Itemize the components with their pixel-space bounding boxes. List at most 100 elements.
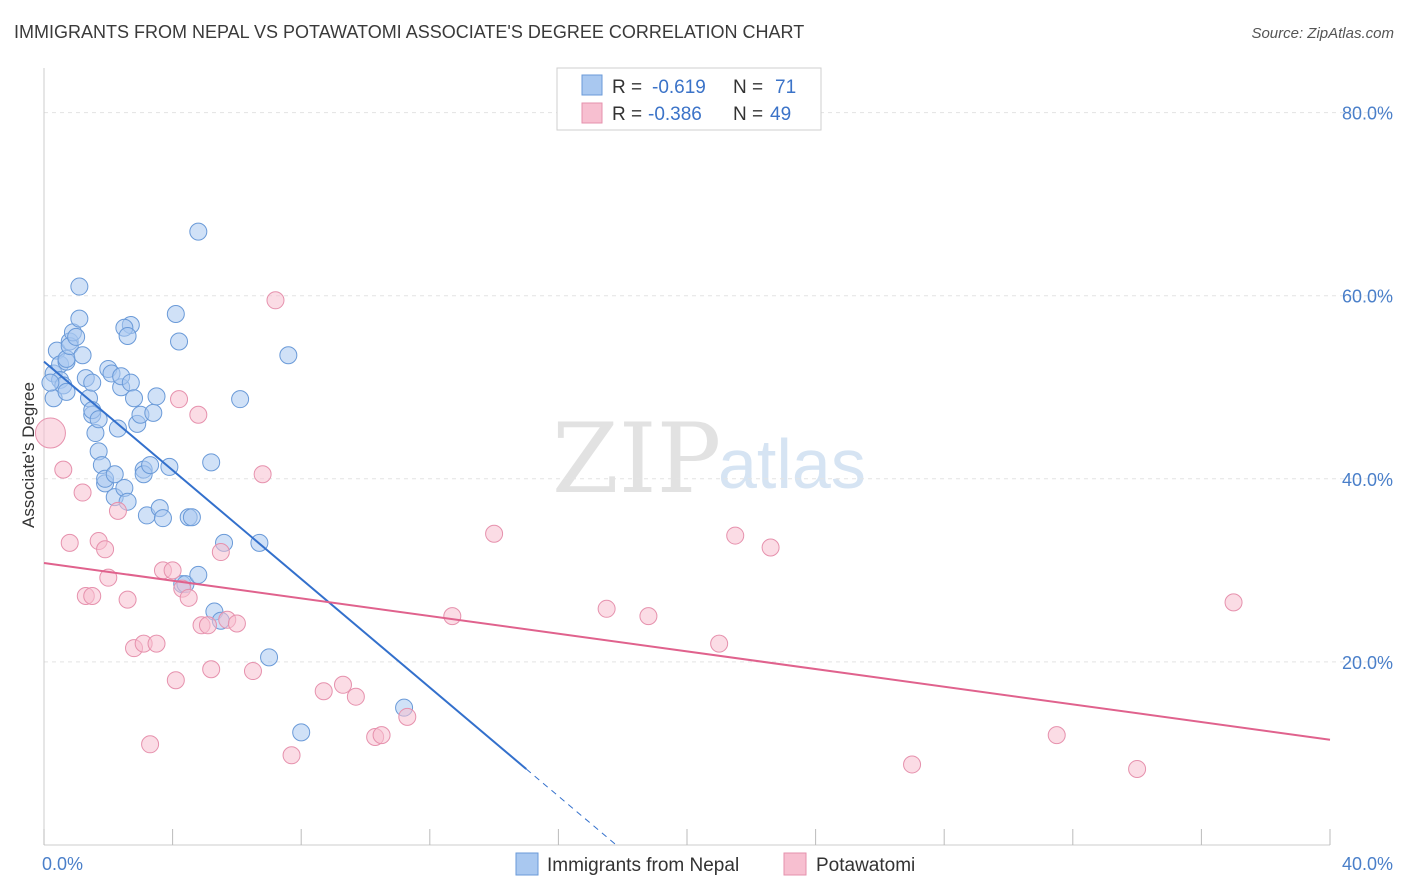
series-potawatomi-points [34,291,1243,779]
potawatomi-point-32 [314,682,333,701]
watermark: ZIP atlas [552,403,866,515]
nepal-point-65 [279,346,298,365]
nepal-point-21 [89,410,108,429]
potawatomi-point-46 [1047,726,1066,745]
potawatomi-point-9 [108,501,127,520]
x-tick-labels: 0.0% 40.0% [42,854,1393,874]
nepal-point-47 [147,387,166,406]
potawatomi-point-20 [179,588,198,607]
potawatomi-point-25 [211,543,230,562]
nepal-point-14 [73,346,92,365]
legend-box: R = -0.619 N = 71 R = -0.386 N = 49 [556,67,822,131]
potawatomi-trendline [43,562,1331,741]
y-tick-labels: 20.0% 40.0% 60.0% 80.0% [1342,104,1393,673]
trendlines [43,360,1331,846]
y-tick-label-1: 40.0% [1342,470,1393,490]
potawatomi-point-18 [170,390,189,409]
potawatomi-point-47 [1128,760,1147,779]
bottom-legend-swatch-nepal [515,852,539,876]
potawatomi-point-29 [253,465,272,484]
bottom-legend: Immigrants from Nepal Potawatomi [515,852,915,876]
potawatomi-point-33 [333,675,352,694]
potawatomi-point-10 [118,590,137,609]
potawatomi-point-45 [903,755,922,774]
potawatomi-point-43 [726,526,745,545]
potawatomi-point-7 [96,540,115,559]
nepal-point-12 [67,327,86,346]
bottom-legend-label-potawatomi: Potawatomi [816,855,915,876]
potawatomi-point-24 [202,660,221,679]
legend-r-value-2: -0.386 [648,104,702,125]
legend-n-value-1: 71 [775,77,796,98]
potawatomi-point-3 [73,483,92,502]
nepal-point-49 [153,509,172,528]
potawatomi-point-30 [266,291,285,310]
series-nepal-points [41,222,414,742]
x-tick-label-0: 0.0% [42,854,83,874]
nepal-point-68 [292,723,311,742]
legend-swatch-potawatomi [581,102,603,124]
nepal-point-51 [166,305,185,324]
nepal-point-17 [83,373,102,392]
legend-n-value-2: 49 [770,104,791,125]
nepal-point-58 [202,453,221,472]
potawatomi-point-17 [166,671,185,690]
potawatomi-point-21 [189,405,208,424]
potawatomi-point-39 [485,524,504,543]
potawatomi-point-36 [372,726,391,745]
potawatomi-point-5 [83,586,102,605]
potawatomi-point-16 [163,561,182,580]
y-tick-label-2: 60.0% [1342,287,1393,307]
nepal-point-56 [182,508,201,527]
nepal-point-62 [231,390,250,409]
legend-n-label-1: N = [733,77,763,98]
potawatomi-point-44 [761,538,780,557]
watermark-atlas: atlas [718,425,866,503]
potawatomi-point-38 [443,607,462,626]
y-axis-label: Associate's Degree [19,382,38,528]
legend-n-label-2: N = [733,104,763,125]
nepal-trendline-extension [525,768,617,846]
potawatomi-point-31 [282,746,301,765]
legend-r-label-2: R = [612,104,642,125]
axes [43,68,1331,846]
potawatomi-point-48 [1224,593,1243,612]
potawatomi-point-1 [54,460,73,479]
nepal-point-52 [170,332,189,351]
nepal-point-64 [260,648,279,667]
nepal-point-13 [70,309,89,328]
nepal-point-67 [189,222,208,241]
nepal-point-11 [57,382,76,401]
nepal-trendline [43,360,527,770]
nepal-point-39 [125,389,144,408]
nepal-point-45 [141,456,160,475]
chart-title: IMMIGRANTS FROM NEPAL VS POTAWATOMI ASSO… [14,22,804,42]
chart-source: Source: ZipAtlas.com [1251,25,1394,42]
potawatomi-point-2 [60,533,79,552]
grid [44,112,1392,663]
nepal-point-66 [70,277,89,296]
x-tick-label-1: 40.0% [1342,854,1393,874]
nepal-point-38 [121,373,140,392]
watermark-zip: ZIP [552,403,721,515]
potawatomi-point-28 [243,662,262,681]
potawatomi-point-34 [346,687,365,706]
legend-swatch-nepal [581,74,603,96]
potawatomi-point-14 [147,634,166,653]
legend-r-label-1: R = [612,77,642,98]
nepal-point-37 [118,326,137,345]
potawatomi-point-41 [639,607,658,626]
potawatomi-point-42 [710,634,729,653]
potawatomi-point-37 [398,707,417,726]
potawatomi-point-0 [34,417,66,449]
legend-r-value-1: -0.619 [652,77,706,98]
nepal-point-57 [189,565,208,584]
nepal-point-30 [108,419,127,438]
potawatomi-point-13 [141,735,160,754]
potawatomi-point-23 [198,616,217,635]
bottom-legend-swatch-potawatomi [783,852,807,876]
y-tick-label-3: 80.0% [1342,104,1393,124]
nepal-point-28 [105,465,124,484]
potawatomi-point-40 [597,599,616,618]
